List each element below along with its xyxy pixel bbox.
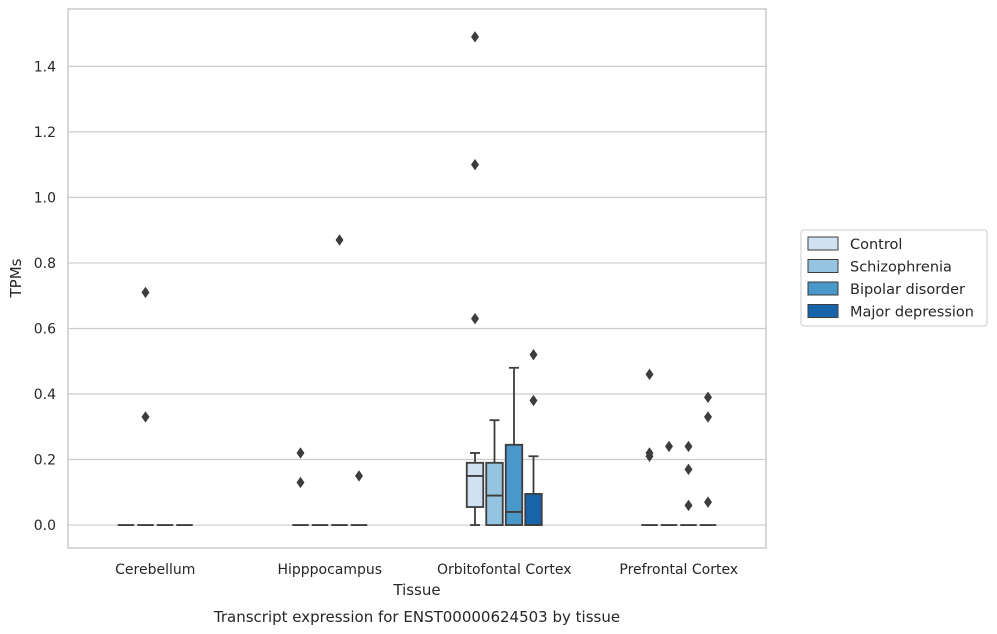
outliers [141,31,712,512]
legend: Control Schizophrenia Bipolar disorder Majo… [800,229,988,327]
outlier-point [665,440,673,453]
y-tick-label: 1.0 [34,190,56,206]
y-tick-labels: 0.0 0.2 0.4 0.6 0.8 1.0 1.2 1.4 [34,59,56,534]
outlier-point [704,496,712,508]
y-tick-label: 0.4 [34,387,56,403]
outlier-point [471,312,479,325]
plot-frame [67,8,767,549]
box [504,443,524,526]
legend-label: Bipolar disorder [850,282,965,298]
x-tick-label: Prefrontal Cortex [619,562,738,578]
chart-caption: Transcript expression for ENST0000062450… [213,608,620,626]
outlier-point [645,368,654,381]
x-tick-label: Hipppocampus [277,562,382,578]
y-tick-label: 0.0 [34,518,56,534]
box-plot [465,452,485,526]
outlier-point [296,476,305,489]
outlier-point [645,450,654,462]
legend-swatch [807,304,839,318]
outlier-point [471,158,479,171]
outlier-point [141,286,150,299]
outlier-point [684,463,693,476]
box-plot [485,419,504,526]
x-tick-label: Orbitofontal Cortex [437,562,572,578]
y-tick-label: 1.4 [34,59,56,75]
outlier-point [471,31,479,43]
box [485,461,504,526]
y-axis-label: TPMs [7,258,25,298]
boxes [117,366,717,526]
outlier-point [141,411,150,423]
x-tick-label: Cerebellum [115,562,195,578]
outlier-point [529,348,538,361]
legend-swatch [807,281,839,296]
legend-swatch [807,236,839,251]
outlier-point [335,234,344,246]
legend-label: Major depression [850,305,974,321]
x-axis-label: Tissue [392,581,440,599]
outlier-point [704,391,712,403]
box-plot [524,455,543,526]
y-tick-label: 1.2 [34,125,56,141]
outlier-point [684,499,693,512]
outlier-point [529,394,538,407]
grid [68,65,766,526]
outlier-point [704,411,712,423]
y-tick-label: 0.8 [34,256,56,272]
y-tick-label: 0.6 [34,321,56,337]
x-tick-labels: Cerebellum Hipppocampus Orbitofontal Corte… [115,562,738,578]
outlier-point [355,470,363,482]
box [465,461,485,508]
outlier-point [684,440,693,453]
legend-swatch [807,259,839,273]
outlier-point [296,447,305,459]
legend-frame [800,229,988,327]
box [524,493,543,526]
legend-label: Schizophrenia [850,260,952,276]
y-tick-label: 0.2 [34,453,56,469]
legend-label: Control [850,237,902,253]
box-plot [504,366,524,526]
